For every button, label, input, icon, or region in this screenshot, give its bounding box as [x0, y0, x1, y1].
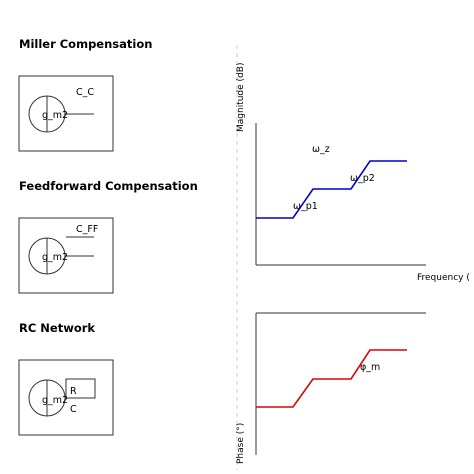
- miller-box: [18, 75, 114, 152]
- miller-title: Miller Compensation: [19, 37, 152, 51]
- rc-resistor-box: [65, 378, 96, 399]
- annot-omega-p2: ω_p2: [350, 173, 375, 184]
- feedforward-amp-label: g_m2: [42, 252, 68, 263]
- rc-r-label: R: [70, 386, 77, 397]
- magnitude-y-label: Magnitude (dB): [236, 63, 246, 132]
- miller-amp-label: g_m2: [42, 110, 68, 121]
- magnitude-x-label: Frequency (: [417, 273, 470, 283]
- feedforward-title: Feedforward Compensation: [19, 179, 198, 193]
- feedforward-box: [18, 217, 114, 294]
- rc-c-label: C: [70, 404, 77, 415]
- phase-curve: [256, 349, 407, 408]
- rc-network-box: [18, 359, 114, 436]
- miller-cap-label: C_C: [76, 87, 94, 98]
- magnitude-curve: [256, 160, 407, 219]
- annot-omega-p1: ω_p1: [293, 201, 318, 212]
- feedforward-cap-label: C_FF: [76, 224, 98, 235]
- phase-y-label: Phase (°): [236, 423, 246, 464]
- rc-amp-label: g_m2: [42, 395, 68, 406]
- rc-network-title: RC Network: [19, 321, 95, 335]
- annot-phi-m: φ_m: [360, 362, 380, 373]
- annot-omega-z: ω_z: [312, 144, 330, 155]
